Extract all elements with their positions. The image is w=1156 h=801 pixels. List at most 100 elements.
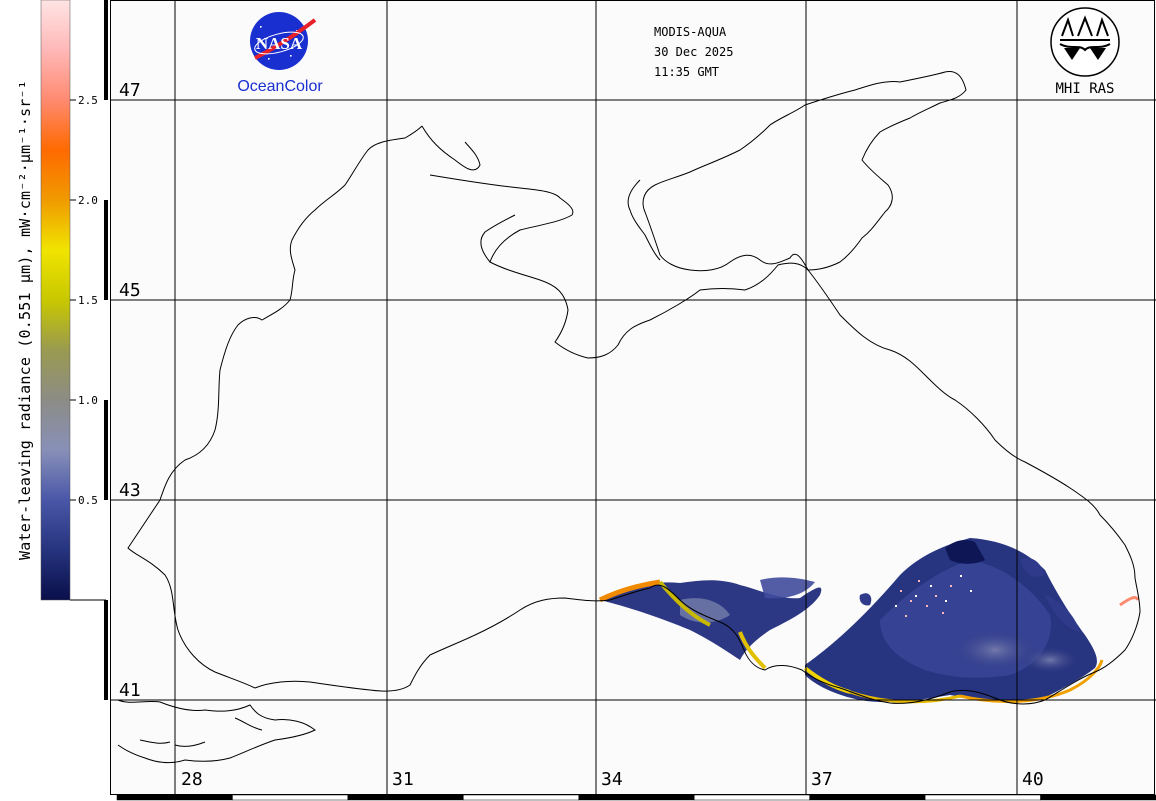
lon-label-31: 31 (392, 769, 414, 790)
scale-bar-segment (104, 780, 108, 790)
colorbar-tick-label: 1.0 (78, 394, 98, 407)
scale-bar-segment (104, 140, 108, 150)
scale-bar-segment (104, 510, 108, 520)
scale-bar-segment (104, 20, 108, 30)
scale-bar-segment (104, 70, 108, 80)
date-label: 30 Dec 2025 (654, 45, 733, 59)
scale-bar-segment (104, 340, 108, 350)
scale-bar-segment (104, 150, 108, 160)
scale-bar-segment (104, 750, 108, 760)
scale-bar-segment (104, 130, 108, 140)
bottom-scale-bar (116, 794, 1156, 801)
scale-bar-segment (104, 690, 108, 700)
scale-bar-segment (104, 40, 108, 50)
scale-bar-segment (104, 680, 108, 690)
scale-bar-segment (693, 794, 810, 801)
lat-label-43: 43 (119, 480, 141, 501)
scale-bar-segment (104, 260, 108, 270)
lat-label-41: 41 (119, 680, 141, 701)
scale-bar-segment (104, 770, 108, 780)
lon-label-37: 37 (811, 769, 833, 790)
scale-bar-segment (104, 390, 108, 400)
lon-label-40: 40 (1022, 769, 1044, 790)
scale-bar-segment (463, 794, 580, 801)
scale-bar-segment (104, 360, 108, 370)
scale-bar-segment (104, 670, 108, 680)
scale-bar-segment (104, 320, 108, 330)
scale-bar-segment (104, 610, 108, 620)
scale-bar-segment (104, 370, 108, 380)
colorbar-tick-label: 0.5 (78, 494, 98, 507)
scale-bar-segment (104, 310, 108, 320)
scale-bar-segment (104, 710, 108, 720)
oceancolor-label: OceanColor (237, 78, 323, 95)
scale-bar-segment (104, 580, 108, 590)
scale-bar-segment (104, 190, 108, 200)
colorbar-tick-label: 1.5 (78, 294, 98, 307)
scale-bar-segment (347, 794, 464, 801)
scale-bar-segment (104, 460, 108, 470)
scale-bar-segment (104, 330, 108, 340)
mhi-ras-label: MHI RAS (1055, 81, 1114, 97)
scale-bar-segment (104, 570, 108, 580)
scale-bar-segment (104, 740, 108, 750)
scale-bar-segment (104, 250, 108, 260)
scale-bar-segment (578, 794, 695, 801)
colorbar: 0.5 1.0 1.5 2.0 2.5 (40, 0, 106, 601)
scale-bar-segment (104, 420, 108, 430)
scale-bar-segment (104, 520, 108, 530)
sensor-label: MODIS-AQUA (654, 25, 727, 39)
scale-bar-segment (104, 480, 108, 490)
colorbar-tick-label: 2.5 (78, 94, 98, 107)
time-label: 11:35 GMT (654, 65, 719, 79)
scale-bar-segment (104, 620, 108, 630)
scale-bar-segment (232, 794, 349, 801)
nasa-logo: NASA (250, 12, 317, 70)
scale-bar-segment (104, 700, 108, 710)
scale-bar-segment (104, 640, 108, 650)
scale-bar-segment (104, 100, 108, 110)
scale-bar-segment (104, 240, 108, 250)
colorbar-gradient (41, 0, 70, 600)
scale-bar-segment (104, 440, 108, 450)
colorbar-tick-label: 2.0 (78, 194, 98, 207)
scale-bar-segment (104, 60, 108, 70)
scale-bar-segment (104, 400, 108, 410)
scale-bar-segment (104, 720, 108, 730)
scale-bar-segment (104, 170, 108, 180)
lon-label-28: 28 (181, 769, 203, 790)
scale-bar-segment (104, 30, 108, 40)
scale-bar-segment (104, 80, 108, 90)
scale-bar-segment (104, 650, 108, 660)
scale-bar-segment (104, 410, 108, 420)
scale-bar-segment (104, 230, 108, 240)
scale-bar-segment (104, 120, 108, 130)
scale-bar-segment (104, 450, 108, 460)
coastline (127, 71, 1141, 705)
colorbar-title: Water-leaving radiance (0.551 μm), mW·cm… (16, 80, 34, 560)
marmara-coast (117, 699, 316, 764)
scale-bar-segment (104, 90, 108, 100)
mhi-ras-logo (1050, 7, 1120, 77)
scale-bar-segment (104, 160, 108, 170)
scale-bar-segment (104, 590, 108, 600)
left-scale-bar (104, 0, 108, 800)
scale-bar-segment (104, 540, 108, 550)
graticule (110, 0, 1156, 795)
scale-bar-segment (104, 280, 108, 290)
scale-bar-segment (1040, 794, 1156, 801)
scale-bar-segment (104, 660, 108, 670)
scale-bar-segment (116, 794, 233, 801)
scale-bar-segment (104, 210, 108, 220)
scale-bar-segment (104, 500, 108, 510)
scale-bar-segment (924, 794, 1041, 801)
scale-bar-segment (104, 730, 108, 740)
lat-label-47: 47 (119, 80, 141, 101)
scale-bar-segment (104, 560, 108, 570)
scale-bar-segment (104, 300, 108, 310)
scale-bar-segment (104, 290, 108, 300)
scale-bar-segment (104, 430, 108, 440)
scale-bar-segment (104, 0, 108, 10)
scale-bar-segment (104, 790, 108, 800)
